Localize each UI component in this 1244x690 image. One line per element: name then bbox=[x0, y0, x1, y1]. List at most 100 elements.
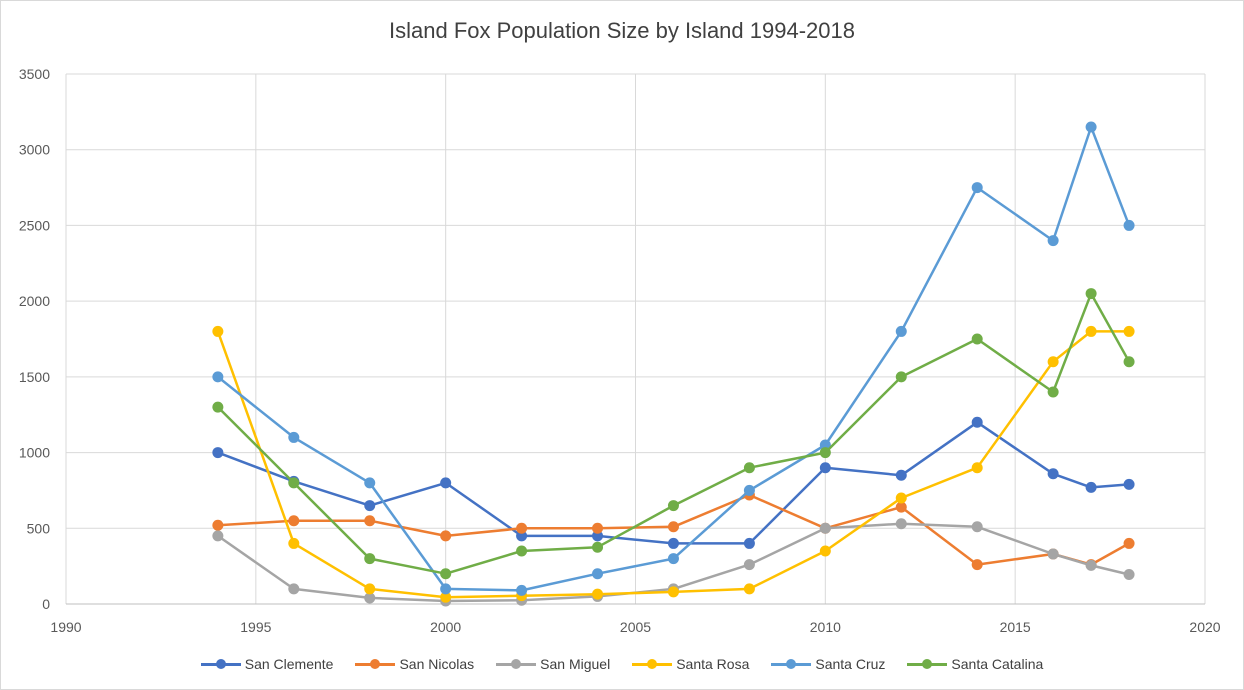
legend: San Clemente San Nicolas San Miguel Santa R… bbox=[0, 656, 1244, 672]
data-point bbox=[212, 401, 224, 413]
y-tick-label: 2500 bbox=[19, 217, 50, 233]
legend-swatch bbox=[496, 658, 537, 670]
x-tick-label: 2005 bbox=[620, 619, 651, 635]
y-tick-label: 1000 bbox=[19, 445, 50, 461]
data-point bbox=[288, 515, 300, 527]
data-point bbox=[212, 447, 224, 459]
data-point bbox=[516, 545, 528, 557]
series-line bbox=[217, 125, 1131, 592]
data-point bbox=[440, 477, 452, 489]
y-tick-label: 0 bbox=[42, 596, 50, 612]
data-point bbox=[743, 583, 755, 595]
y-tick-label: 2000 bbox=[19, 293, 50, 309]
data-point bbox=[288, 477, 300, 489]
data-point bbox=[440, 568, 452, 580]
data-point bbox=[667, 521, 679, 533]
data-point bbox=[819, 447, 831, 459]
data-point bbox=[516, 584, 528, 596]
data-point bbox=[1047, 356, 1059, 368]
series-layer bbox=[212, 121, 1135, 607]
data-point bbox=[667, 500, 679, 512]
data-point bbox=[592, 588, 604, 600]
legend-item: San Clemente bbox=[200, 656, 334, 672]
data-point bbox=[1123, 568, 1135, 580]
data-point bbox=[364, 583, 376, 595]
legend-label: San Miguel bbox=[540, 656, 611, 672]
data-point bbox=[667, 586, 679, 598]
y-tick-label: 500 bbox=[27, 520, 51, 536]
data-point bbox=[971, 416, 983, 428]
data-point bbox=[288, 537, 300, 549]
legend-swatch bbox=[907, 658, 948, 670]
legend-label: Santa Rosa bbox=[676, 656, 750, 672]
data-point bbox=[288, 431, 300, 443]
legend-label: San Nicolas bbox=[399, 656, 475, 672]
legend-item: San Nicolas bbox=[355, 656, 474, 672]
data-point bbox=[819, 462, 831, 474]
data-point bbox=[516, 522, 528, 534]
data-point bbox=[364, 592, 376, 604]
data-point bbox=[743, 559, 755, 571]
data-point bbox=[1085, 481, 1097, 493]
data-point bbox=[819, 545, 831, 557]
data-point bbox=[516, 530, 528, 542]
data-point bbox=[1123, 478, 1135, 490]
legend-swatch bbox=[200, 658, 241, 670]
data-point bbox=[1123, 356, 1135, 368]
data-point bbox=[592, 541, 604, 553]
data-point bbox=[1123, 325, 1135, 337]
legend-label: Santa Cruz bbox=[815, 656, 886, 672]
x-tick-label: 1990 bbox=[50, 619, 81, 635]
series-santa-catalina bbox=[212, 288, 1135, 580]
data-point bbox=[1123, 219, 1135, 231]
legend-item: Santa Rosa bbox=[632, 656, 749, 672]
data-point bbox=[364, 553, 376, 565]
x-tick-label: 1995 bbox=[240, 619, 271, 635]
legend-item: Santa Cruz bbox=[771, 656, 885, 672]
data-point bbox=[895, 492, 907, 504]
data-point bbox=[288, 583, 300, 595]
data-point bbox=[971, 521, 983, 533]
data-point bbox=[1085, 325, 1097, 337]
data-point bbox=[895, 518, 907, 530]
data-point bbox=[895, 371, 907, 383]
data-point bbox=[1047, 548, 1059, 560]
data-point bbox=[440, 530, 452, 542]
data-point bbox=[971, 182, 983, 194]
legend-item: San Miguel bbox=[496, 656, 610, 672]
data-point bbox=[212, 530, 224, 542]
y-tick-label: 3500 bbox=[19, 66, 50, 82]
chart-title: Island Fox Population Size by Island 199… bbox=[389, 18, 855, 43]
data-point bbox=[1085, 559, 1097, 571]
data-point bbox=[212, 325, 224, 337]
data-point bbox=[743, 484, 755, 496]
data-point bbox=[667, 553, 679, 565]
x-tick-label: 2020 bbox=[1189, 619, 1220, 635]
data-point bbox=[440, 591, 452, 603]
series-santa-rosa bbox=[212, 325, 1135, 603]
y-tick-label: 3000 bbox=[19, 142, 50, 158]
data-point bbox=[971, 333, 983, 345]
data-point bbox=[440, 583, 452, 595]
series-line bbox=[216, 330, 1130, 599]
data-point bbox=[364, 500, 376, 512]
data-point bbox=[1047, 468, 1059, 480]
data-point bbox=[743, 462, 755, 474]
data-point bbox=[895, 469, 907, 481]
data-point bbox=[819, 439, 831, 451]
data-point bbox=[212, 519, 224, 531]
x-tick-label: 2010 bbox=[810, 619, 841, 635]
data-point bbox=[1123, 537, 1135, 549]
data-point bbox=[212, 371, 224, 383]
legend-label: San Clemente bbox=[244, 656, 334, 672]
legend-swatch bbox=[771, 658, 812, 670]
x-tick-label: 2000 bbox=[430, 619, 461, 635]
y-tick-label: 1500 bbox=[19, 369, 50, 385]
series-line bbox=[217, 522, 1130, 603]
data-point bbox=[364, 477, 376, 489]
series-santa-cruz bbox=[212, 121, 1135, 596]
legend-swatch bbox=[355, 658, 396, 670]
data-point bbox=[1085, 288, 1097, 300]
axes: 0 500 1000 1500 2000 2500 3000 3500 1990 1995 2000… bbox=[19, 66, 1221, 635]
